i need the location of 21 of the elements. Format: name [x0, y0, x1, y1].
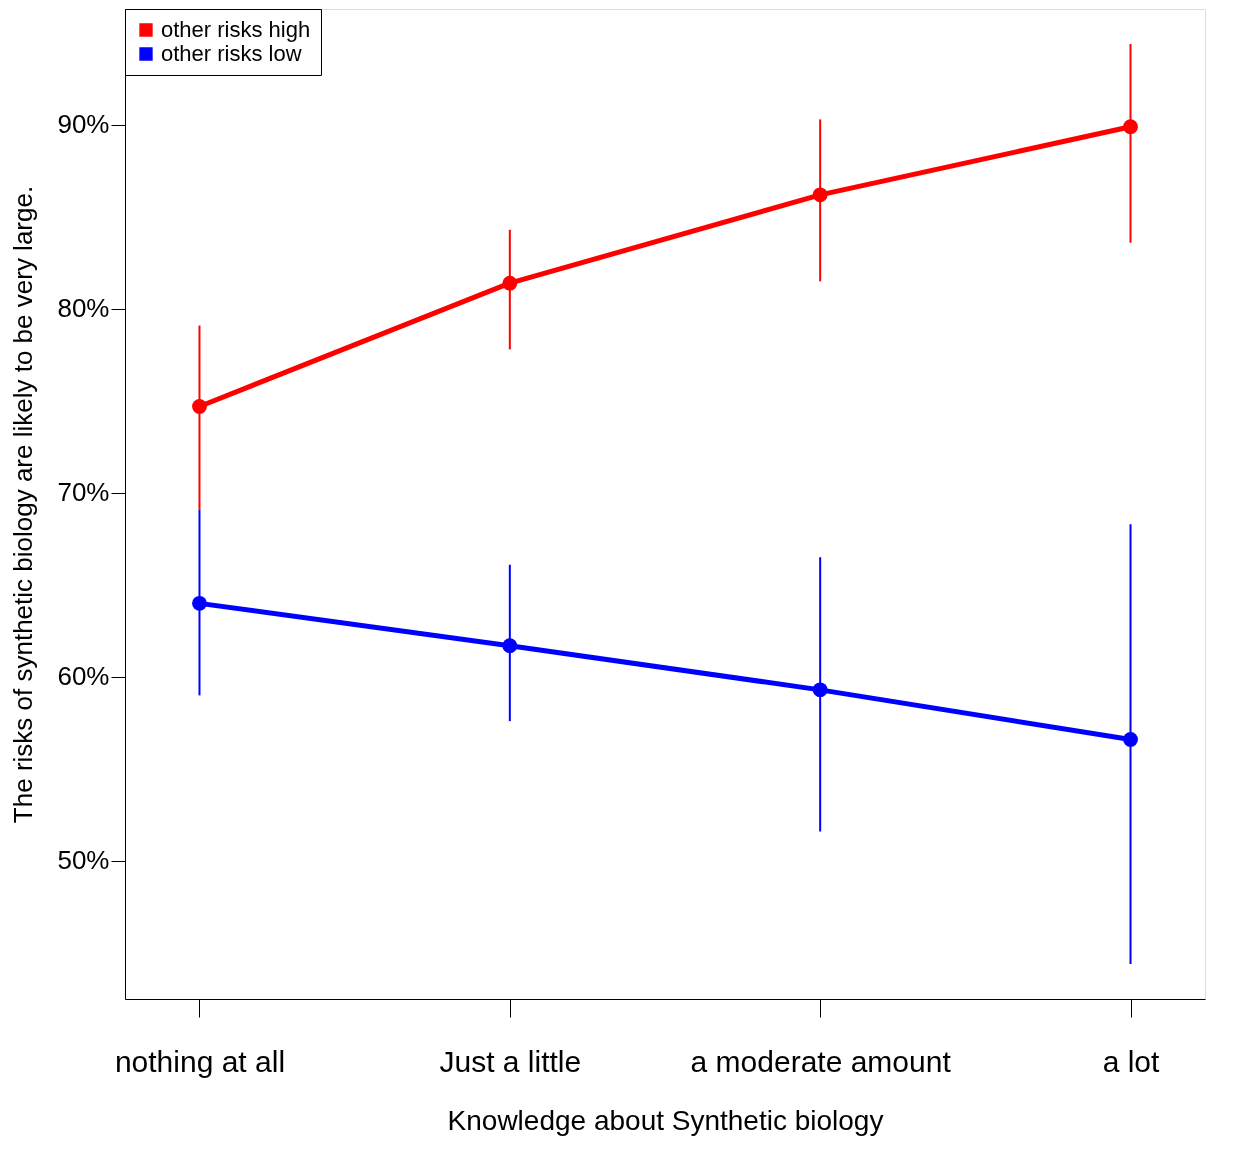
- point: [502, 275, 518, 291]
- point: [1123, 732, 1138, 747]
- point: [812, 682, 828, 698]
- x-tick-label: a moderate amount: [690, 1044, 952, 1078]
- y-tick-label: 90%: [57, 109, 110, 140]
- x-tick-label: nothing at all: [114, 1044, 286, 1078]
- x-axis-title: Knowledge about Synthetic biology: [447, 1104, 884, 1136]
- x-tick-label: Just a little: [439, 1044, 582, 1078]
- y-tick-label: 70%: [57, 477, 110, 508]
- point: [192, 595, 207, 611]
- legend-label: other risks high: [161, 17, 311, 42]
- point: [502, 638, 518, 654]
- x-tick-label: a lot: [1102, 1044, 1161, 1078]
- y-tick-label: 80%: [57, 293, 110, 324]
- point: [812, 187, 828, 203]
- legend-label: other risks low: [161, 41, 302, 66]
- y-tick-label: 50%: [57, 845, 110, 876]
- y-tick-label: 60%: [57, 661, 110, 692]
- point: [1123, 119, 1138, 135]
- y-axis-title: The risks of synthetic biology are likely to be very large.: [8, 185, 39, 824]
- point: [192, 399, 207, 414]
